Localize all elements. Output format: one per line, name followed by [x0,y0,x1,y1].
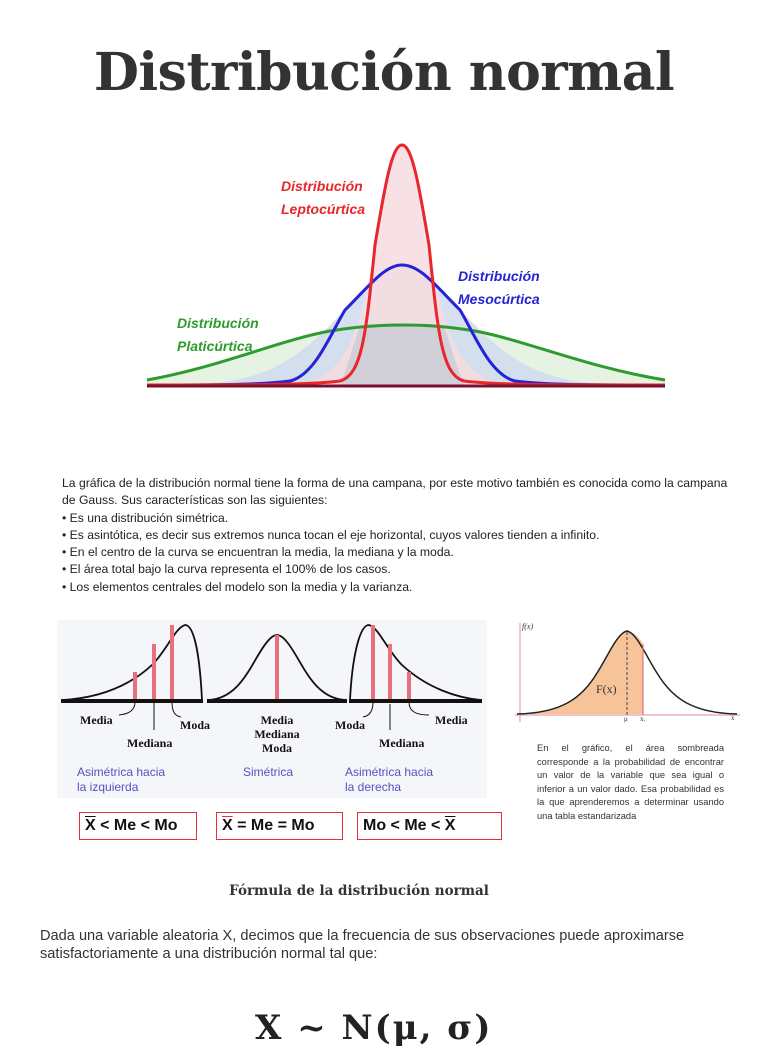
mesocurtic-label: Distribución Mesocúrtica [458,268,540,307]
skewness-diagram: Media Mediana Moda Asimétrica hacia la i… [57,620,487,798]
skewness-curves-graphic [61,624,482,730]
moda-label: Moda [335,718,365,732]
left-skew-formula: X < Me < Mo [79,812,197,840]
right-skew-caption: Asimétrica hacia la derecha [345,765,434,794]
formula-paragraph: Dada una variable aleatoria X, decimos q… [40,928,685,962]
x-axis-label: x [731,714,735,722]
list-item: Es asintótica, es decir sus extremos nun… [62,527,732,544]
leptocurtic-label: Distribución Leptocúrtica [281,178,366,217]
right-skew-formula: Mo < Me < X [357,812,502,840]
mediana-label: Mediana [379,736,425,750]
symmetric-labels: Media Mediana Moda [254,713,300,755]
cdf-description: En el gráfico, el área sombreada corresp… [537,743,724,821]
mediana-label: Mediana [127,736,173,750]
page-title: Distribución normal [93,42,675,103]
cdf-graphic [515,623,740,722]
list-item: En el centro de la curva se encuentran l… [62,544,732,561]
x-tick-xi: xᵢ [640,715,645,723]
intro-paragraph: La gráfica de la distribución normal tie… [62,476,728,508]
y-axis-label: f(x) [522,622,534,631]
mean-symbol: X [85,817,96,834]
symmetric-caption: Simétrica [243,765,294,779]
normal-formula: X ~ N(μ, σ) [255,1008,493,1048]
kurtosis-curves-graphic [146,143,666,388]
platicurtic-label: Distribución Platicúrtica [177,315,259,354]
cdf-chart: f(x) F(x) μ xᵢ x [512,618,744,728]
symmetric-formula: X = Me = Mo [216,812,343,840]
area-label: F(x) [596,682,617,696]
moda-label: Moda [180,718,210,732]
mean-symbol: X [222,817,233,834]
characteristics-list: Es una distribución simétrica. Es asintó… [62,510,732,596]
media-label: Media [80,713,113,727]
mean-symbol: X [444,817,456,834]
x-tick-mu: μ [624,715,628,723]
list-item: El área total bajo la curva representa e… [62,561,732,578]
list-item: Los elementos centrales del modelo son l… [62,579,732,596]
kurtosis-chart: Distribución Leptocúrtica Distribución M… [140,135,680,395]
left-skew-caption: Asimétrica hacia la izquierda [77,765,166,794]
media-label: Media [435,713,468,727]
intro-section: La gráfica de la distribución normal tie… [62,475,732,596]
formula-section-title: Fórmula de la distribución normal [229,883,489,899]
list-item: Es una distribución simétrica. [62,510,732,527]
